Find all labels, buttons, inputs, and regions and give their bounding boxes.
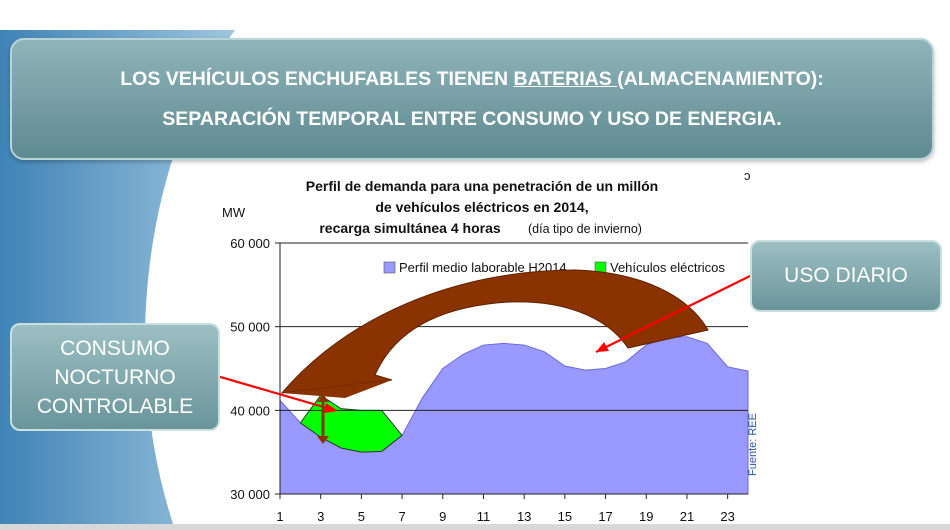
- x-tick-label: 23: [720, 509, 734, 524]
- title-text-underlined: BATERIAS: [513, 68, 618, 90]
- title-line-2: SEPARACIÓN TEMPORAL ENTRE CONSUMO Y USO …: [162, 108, 782, 130]
- big-arrow-tail: [282, 380, 392, 398]
- x-tick-label: 21: [680, 509, 694, 524]
- x-tick-label: 11: [477, 509, 491, 524]
- big-curved-arrow: [280, 269, 709, 394]
- y-tick-label: 40 000: [230, 403, 270, 418]
- x-tick-label: 17: [598, 509, 612, 524]
- red-pointer-uso-head: [596, 342, 609, 352]
- y-tick-label: 60 000: [230, 236, 270, 251]
- red-pointer-uso: [595, 275, 751, 353]
- callout-consumo-line-2: NOCTURNO: [54, 365, 176, 389]
- x-tick-label: 3: [317, 509, 324, 524]
- x-tick-label: 13: [517, 509, 531, 524]
- callout-consumo-line-1: CONSUMO: [60, 336, 170, 360]
- x-tick-label: 1: [276, 509, 283, 524]
- x-tick-label: 7: [398, 509, 405, 524]
- legend-label-base: Perfil medio laborable H2014: [399, 260, 567, 275]
- title-text-post: (ALMACENAMIENTO):: [617, 68, 824, 90]
- title-text-pre: LOS VEHÍCULOS ENCHUFABLES TIENEN: [120, 68, 514, 90]
- callout-consumo-line-3: CONTROLABLE: [36, 394, 194, 418]
- bottom-strip: [0, 524, 950, 530]
- callout-uso-diario: USO DIARIO: [750, 240, 942, 312]
- y-tick-label: 50 000: [230, 320, 270, 335]
- title-line-1: LOS VEHÍCULOS ENCHUFABLES TIENEN BATERIA…: [120, 59, 823, 99]
- red-pointer-consumo-head: [324, 403, 338, 413]
- chart-title-line-3: recarga simultánea 4 horas: [319, 220, 501, 236]
- legend: Perfil medio laborable H2014 Vehículos e…: [383, 260, 725, 275]
- chart-title-line-2: de vehículos eléctricos en 2014,: [375, 199, 588, 215]
- legend-label-ev: Vehículos eléctricos: [610, 260, 725, 275]
- chart-title-note: (día tipo de invierno): [528, 222, 642, 236]
- x-tick-label: 9: [439, 509, 446, 524]
- callout-uso-text: USO DIARIO: [784, 264, 908, 287]
- x-tick-label: 15: [558, 509, 572, 524]
- double-arrow-icon: [317, 394, 329, 444]
- red-pointer-consumo: [216, 374, 335, 412]
- x-tick-label: 19: [639, 509, 653, 524]
- legend-swatch-base: [383, 261, 396, 274]
- x-tick-label: 5: [358, 509, 365, 524]
- y-tick-label: 30 000: [230, 487, 270, 502]
- y-axis-label: MW: [222, 205, 246, 220]
- chart-title-line-1: Perfil de demanda para una penetración d…: [306, 178, 658, 194]
- source-note: Fuente: REE: [747, 413, 759, 476]
- title-banner: LOS VEHÍCULOS ENCHUFABLES TIENEN BATERIA…: [10, 38, 934, 160]
- callout-consumo-nocturno: CONSUMO NOCTURNO CONTROLABLE: [10, 323, 220, 431]
- decorative-glyph: ↄ: [744, 168, 751, 183]
